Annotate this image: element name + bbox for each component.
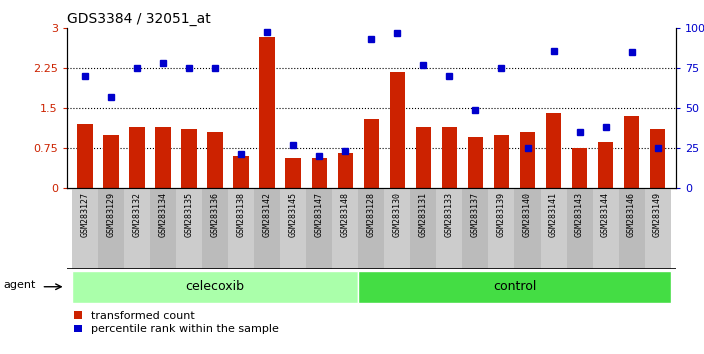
Bar (208, 132, 223, 188)
Bar (337, 153, 353, 188)
Text: GDS3384 / 32051_at: GDS3384 / 32051_at (67, 12, 210, 26)
Bar (254, 188, 280, 269)
Text: GSM283135: GSM283135 (184, 192, 194, 237)
Bar (384, 188, 410, 269)
Bar (72, 188, 98, 269)
Text: GSM283139: GSM283139 (497, 192, 506, 237)
Bar (598, 143, 613, 188)
Text: GSM283141: GSM283141 (549, 192, 558, 237)
Bar (410, 188, 436, 269)
Text: GSM283137: GSM283137 (471, 192, 480, 237)
Bar (650, 129, 665, 188)
Bar (619, 188, 645, 269)
Bar (436, 188, 463, 269)
Bar (541, 188, 567, 269)
Bar (286, 159, 301, 188)
Text: GSM283136: GSM283136 (210, 192, 220, 237)
Bar (103, 135, 119, 188)
Text: GSM283144: GSM283144 (601, 192, 610, 237)
Text: GSM283127: GSM283127 (80, 192, 89, 237)
Bar (467, 137, 483, 188)
Bar (415, 127, 432, 188)
Text: GSM283130: GSM283130 (393, 192, 402, 237)
Bar (441, 127, 457, 188)
Bar (228, 188, 254, 269)
Bar (72, 271, 358, 303)
Bar (546, 113, 561, 188)
Text: GSM283143: GSM283143 (575, 192, 584, 237)
Bar (124, 188, 150, 269)
Text: control: control (493, 280, 536, 293)
Bar (260, 38, 275, 188)
Bar (624, 116, 639, 188)
Text: GSM283133: GSM283133 (445, 192, 454, 237)
Legend: transformed count, percentile rank within the sample: transformed count, percentile rank withi… (69, 307, 284, 339)
Bar (130, 127, 145, 188)
Bar (489, 188, 515, 269)
Text: GSM283146: GSM283146 (627, 192, 636, 237)
Bar (311, 159, 327, 188)
Bar (182, 129, 197, 188)
Bar (176, 188, 202, 269)
Text: GSM283132: GSM283132 (132, 192, 142, 237)
Text: GSM283134: GSM283134 (158, 192, 168, 237)
Text: GSM283148: GSM283148 (341, 192, 350, 237)
Text: GSM283145: GSM283145 (289, 192, 298, 237)
Bar (358, 188, 384, 269)
Text: GSM283140: GSM283140 (523, 192, 532, 237)
Text: GSM283142: GSM283142 (263, 192, 272, 237)
Text: agent: agent (4, 280, 36, 290)
Text: GSM283147: GSM283147 (315, 192, 324, 237)
Bar (202, 188, 228, 269)
Text: GSM283128: GSM283128 (367, 192, 376, 237)
Bar (234, 156, 249, 188)
Bar (150, 188, 176, 269)
Text: GSM283149: GSM283149 (653, 192, 662, 237)
Bar (645, 188, 671, 269)
Bar (389, 72, 406, 188)
Bar (593, 188, 619, 269)
Bar (515, 188, 541, 269)
Text: celecoxib: celecoxib (186, 280, 245, 293)
Bar (156, 127, 171, 188)
Bar (358, 271, 671, 303)
Bar (306, 188, 332, 269)
Bar (567, 188, 593, 269)
Bar (572, 148, 587, 188)
Bar (494, 135, 509, 188)
Text: GSM283131: GSM283131 (419, 192, 428, 237)
Bar (363, 119, 379, 188)
Bar (520, 132, 535, 188)
Bar (280, 188, 306, 269)
Bar (463, 188, 489, 269)
Text: GSM283138: GSM283138 (237, 192, 246, 237)
Text: GSM283129: GSM283129 (106, 192, 115, 237)
Bar (332, 188, 358, 269)
Bar (98, 188, 124, 269)
Bar (77, 124, 93, 188)
